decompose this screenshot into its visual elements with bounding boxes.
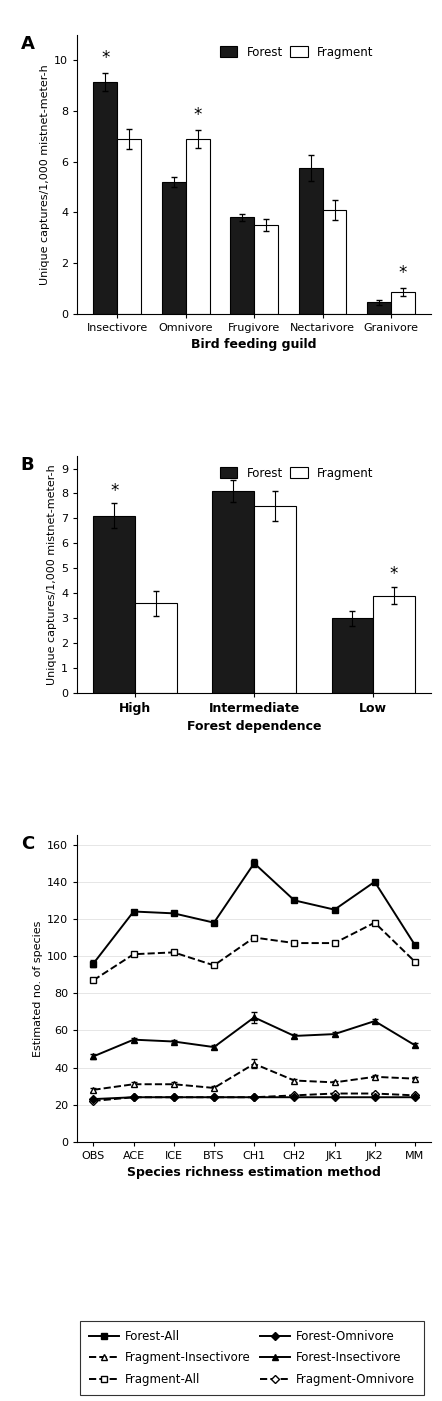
Y-axis label: Unique captures/1,000 mistnet-meter-h: Unique captures/1,000 mistnet-meter-h xyxy=(47,464,57,685)
Text: A: A xyxy=(21,35,34,53)
Bar xyxy=(299,168,323,314)
Bar xyxy=(162,182,186,314)
Y-axis label: Unique captures/1,000 mistnet-meter-h: Unique captures/1,000 mistnet-meter-h xyxy=(40,64,50,284)
Y-axis label: Estimated no. of species: Estimated no. of species xyxy=(33,920,43,1056)
Legend: Forest, Fragment: Forest, Fragment xyxy=(215,41,378,63)
Bar xyxy=(230,217,254,314)
Bar xyxy=(323,210,347,314)
Bar xyxy=(367,303,391,314)
Bar xyxy=(373,595,415,693)
Bar xyxy=(93,81,118,314)
Bar xyxy=(332,618,373,693)
Text: *: * xyxy=(194,105,202,123)
Text: B: B xyxy=(21,457,34,474)
X-axis label: Species richness estimation method: Species richness estimation method xyxy=(127,1167,381,1180)
Legend: Forest, Fragment: Forest, Fragment xyxy=(215,462,378,485)
Bar xyxy=(118,139,141,314)
Bar xyxy=(254,506,296,693)
Text: *: * xyxy=(101,49,110,67)
X-axis label: Bird feeding guild: Bird feeding guild xyxy=(191,338,317,352)
Bar xyxy=(391,291,415,314)
Legend: Forest-All, Fragment-Insectivore, Fragment-All, Forest-Omnivore, Forest-Insectiv: Forest-All, Fragment-Insectivore, Fragme… xyxy=(80,1321,424,1395)
Bar xyxy=(135,604,177,693)
Text: *: * xyxy=(110,482,118,500)
Bar xyxy=(213,490,254,693)
Bar xyxy=(186,139,210,314)
Bar xyxy=(93,516,135,693)
Bar xyxy=(254,226,278,314)
Text: C: C xyxy=(21,835,34,853)
Text: *: * xyxy=(399,263,407,282)
X-axis label: Forest dependence: Forest dependence xyxy=(187,720,321,734)
Text: *: * xyxy=(390,565,398,583)
